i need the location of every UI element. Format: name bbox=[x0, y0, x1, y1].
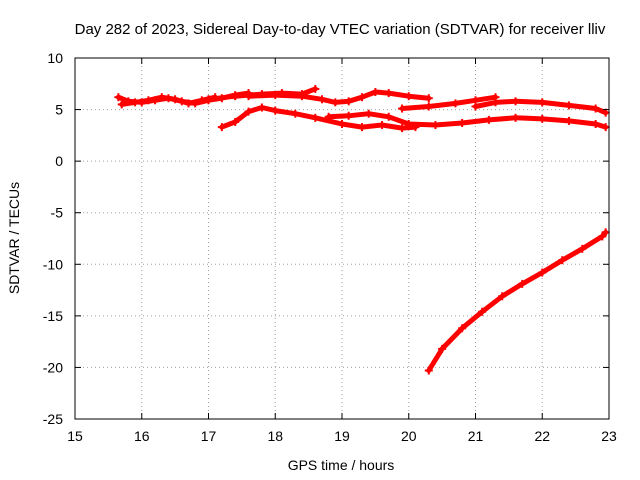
series-group bbox=[114, 84, 610, 375]
data-point bbox=[558, 256, 567, 265]
data-point bbox=[378, 121, 387, 130]
data-point bbox=[297, 92, 306, 101]
data-point bbox=[538, 268, 547, 277]
data-point bbox=[424, 102, 433, 111]
y-tick-label: 5 bbox=[55, 102, 63, 118]
x-tick-label: 19 bbox=[334, 428, 350, 444]
satellite-track-9 bbox=[426, 229, 609, 373]
data-point bbox=[398, 124, 407, 133]
data-point bbox=[451, 99, 460, 108]
data-point bbox=[478, 307, 487, 316]
data-point bbox=[144, 96, 153, 105]
y-tick-labels: 10 5 0 -5 -10 -15 -20 -25 bbox=[43, 50, 63, 427]
y-tick-label: -25 bbox=[43, 411, 63, 427]
ticks bbox=[74, 57, 610, 420]
data-point bbox=[204, 95, 213, 104]
data-point bbox=[511, 113, 520, 122]
data-point bbox=[538, 98, 547, 107]
y-tick-label: 0 bbox=[55, 153, 63, 169]
data-point bbox=[271, 91, 280, 100]
data-point bbox=[114, 93, 123, 102]
data-point bbox=[231, 117, 240, 126]
data-point bbox=[171, 95, 180, 104]
data-point bbox=[484, 115, 493, 124]
data-point bbox=[244, 107, 253, 116]
data-point bbox=[601, 228, 610, 237]
data-point bbox=[564, 116, 573, 125]
data-point bbox=[518, 279, 527, 288]
data-point bbox=[131, 98, 140, 107]
x-tick-label: 16 bbox=[134, 428, 150, 444]
data-point bbox=[591, 120, 600, 129]
data-point bbox=[491, 98, 500, 107]
data-point bbox=[471, 102, 480, 111]
data-point bbox=[257, 103, 266, 112]
data-point bbox=[591, 104, 600, 113]
data-point bbox=[371, 88, 380, 97]
data-point bbox=[511, 97, 520, 106]
x-tick-label: 15 bbox=[67, 428, 83, 444]
data-point bbox=[431, 121, 440, 130]
x-tick-label: 22 bbox=[534, 428, 550, 444]
data-point bbox=[344, 111, 353, 120]
y-tick-label: -10 bbox=[43, 256, 63, 272]
data-point bbox=[398, 104, 407, 113]
data-point bbox=[231, 92, 240, 101]
x-tick-label: 21 bbox=[468, 428, 484, 444]
data-point bbox=[364, 109, 373, 118]
x-tick-label: 20 bbox=[401, 428, 417, 444]
data-point bbox=[564, 101, 573, 110]
x-axis-label: GPS time / hours bbox=[288, 457, 395, 473]
data-point bbox=[384, 89, 393, 98]
data-point bbox=[598, 232, 607, 241]
y-tick-label: -5 bbox=[51, 205, 64, 221]
data-point bbox=[424, 366, 433, 375]
data-point bbox=[358, 93, 367, 102]
y-axis-label: SDTVAR / TECUs bbox=[6, 182, 22, 294]
chart-title: Day 282 of 2023, Sidereal Day-to-day VTE… bbox=[75, 21, 606, 38]
x-tick-label: 23 bbox=[601, 428, 617, 444]
data-point bbox=[291, 109, 300, 118]
data-point bbox=[117, 100, 126, 109]
data-point bbox=[498, 292, 507, 301]
y-tick-label: -15 bbox=[43, 308, 63, 324]
data-point bbox=[157, 93, 166, 102]
data-point bbox=[404, 92, 413, 101]
data-point bbox=[244, 92, 253, 101]
data-point bbox=[538, 114, 547, 123]
y-tick-label: 10 bbox=[47, 50, 63, 66]
data-point bbox=[424, 94, 433, 103]
x-tick-labels: 15 16 17 18 19 20 21 22 23 bbox=[67, 428, 617, 444]
data-point bbox=[384, 112, 393, 121]
data-point bbox=[458, 118, 467, 127]
x-tick-label: 17 bbox=[201, 428, 217, 444]
grid bbox=[75, 58, 609, 419]
data-point bbox=[458, 324, 467, 333]
data-point bbox=[311, 84, 320, 93]
data-point bbox=[344, 97, 353, 106]
data-point bbox=[601, 123, 610, 132]
data-point bbox=[404, 120, 413, 129]
data-point bbox=[331, 98, 340, 107]
data-point bbox=[184, 99, 193, 108]
data-point bbox=[311, 113, 320, 122]
data-point bbox=[358, 123, 367, 132]
data-point bbox=[197, 96, 206, 105]
data-point bbox=[217, 123, 226, 132]
data-point bbox=[438, 344, 447, 353]
data-point bbox=[271, 106, 280, 115]
y-tick-label: -20 bbox=[43, 359, 63, 375]
data-point bbox=[324, 112, 333, 121]
data-point bbox=[338, 120, 346, 129]
data-point bbox=[317, 95, 326, 104]
x-tick-label: 18 bbox=[267, 428, 283, 444]
data-point bbox=[578, 244, 587, 253]
